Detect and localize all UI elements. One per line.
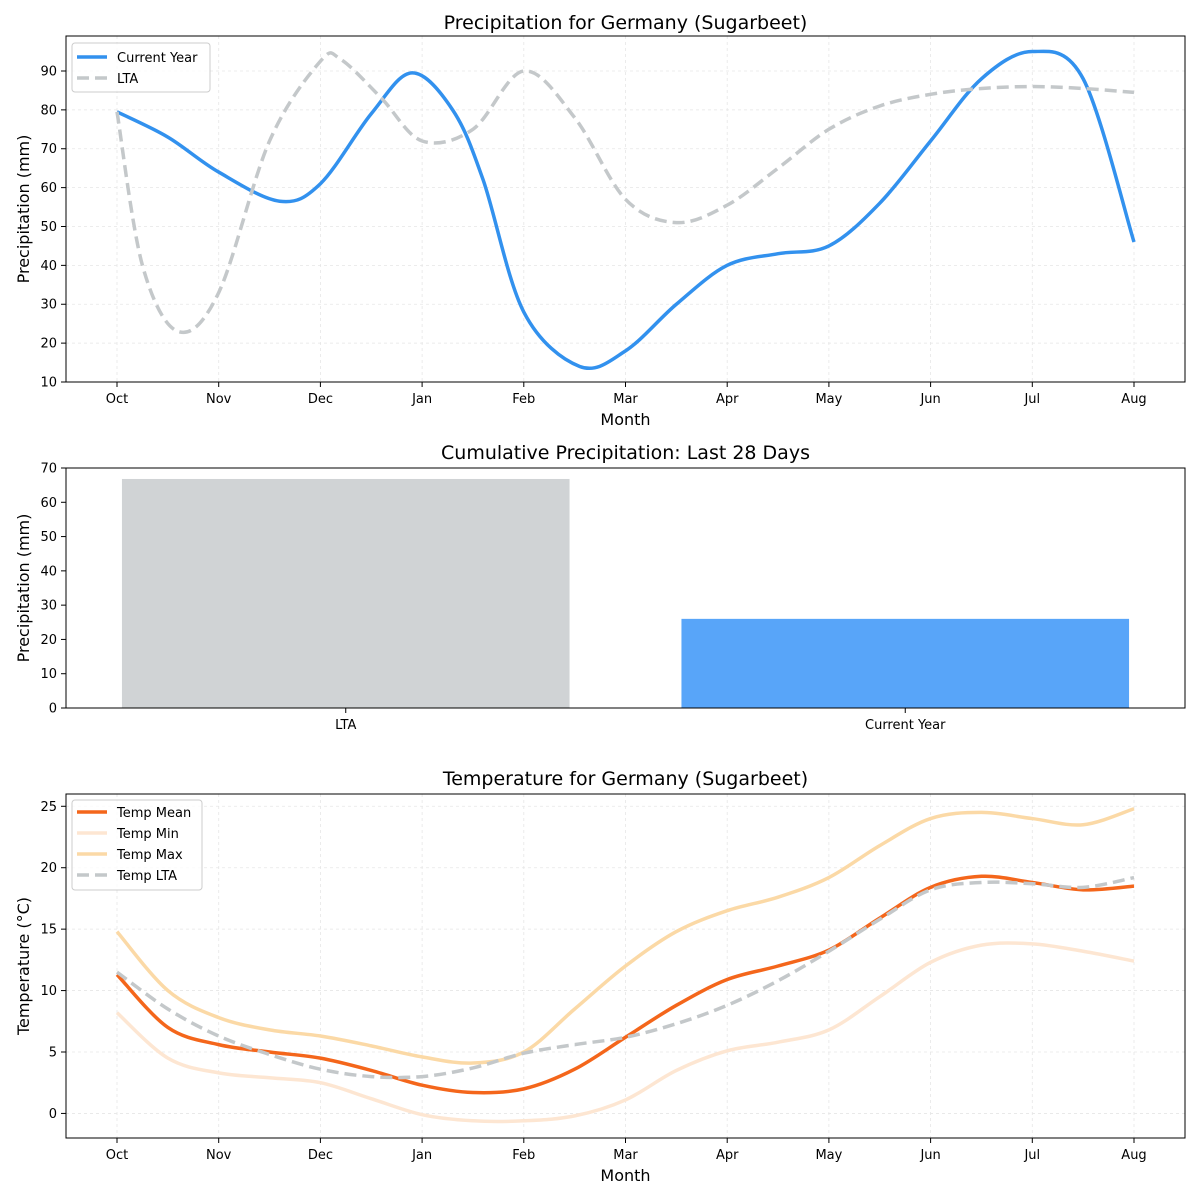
y-tick-label: 60 bbox=[40, 181, 57, 196]
x-tick-label-jan: Jan bbox=[411, 392, 432, 407]
x-tick-label-oct: Oct bbox=[106, 1148, 128, 1163]
y-tick-label: 5 bbox=[49, 1046, 57, 1061]
x-axis-label: Month bbox=[600, 1166, 650, 1185]
y-tick-label: 40 bbox=[40, 564, 57, 579]
x-tick-label-may: May bbox=[815, 392, 842, 407]
legend-label-temp-min: Temp Min bbox=[116, 827, 179, 842]
precipitation-line-chart: Precipitation for Germany (Sugarbeet) Oc… bbox=[14, 12, 1186, 429]
series-line-temp-mean bbox=[115, 874, 1135, 1095]
x-tick-label-feb: Feb bbox=[512, 1148, 535, 1163]
x-tick-label-jul: Jul bbox=[1023, 392, 1040, 407]
x-tick-label-may: May bbox=[815, 1148, 842, 1163]
legend-label-temp-mean: Temp Mean bbox=[116, 806, 191, 821]
x-tick-label-oct: Oct bbox=[106, 392, 128, 407]
bar-lta bbox=[121, 478, 570, 708]
legend: Current Year LTA bbox=[71, 42, 211, 93]
x-tick-label-mar: Mar bbox=[613, 392, 638, 407]
y-tick-label: 60 bbox=[40, 496, 57, 511]
x-tick-label-nov: Nov bbox=[206, 1148, 232, 1163]
chart-title: Cumulative Precipitation: Last 28 Days bbox=[441, 442, 810, 464]
series-line-temp-min bbox=[115, 941, 1135, 1124]
x-tick-label-jun: Jun bbox=[919, 392, 940, 407]
y-tick-label: 20 bbox=[40, 633, 57, 648]
x-tick-label-dec: Dec bbox=[308, 392, 333, 407]
y-tick-label: 90 bbox=[40, 64, 57, 79]
x-tick-label-jul: Jul bbox=[1023, 1148, 1040, 1163]
legend-label-temp-lta: Temp LTA bbox=[116, 869, 177, 884]
legend-label-lta: LTA bbox=[117, 72, 138, 87]
x-tick-label-lta: LTA bbox=[335, 718, 356, 733]
y-tick-label: 15 bbox=[40, 923, 57, 938]
y-tick-label: 70 bbox=[40, 462, 57, 477]
x-tick-label-feb: Feb bbox=[512, 392, 535, 407]
y-tick-label: 20 bbox=[40, 337, 57, 352]
y-tick-label: 30 bbox=[40, 599, 57, 614]
chart-title: Temperature for Germany (Sugarbeet) bbox=[442, 768, 808, 790]
series-line-current-year bbox=[116, 49, 1136, 370]
x-tick-label-dec: Dec bbox=[308, 1148, 333, 1163]
x-tick-label-mar: Mar bbox=[613, 1148, 638, 1163]
x-tick-label-apr: Apr bbox=[716, 392, 739, 407]
x-tick-label-jan: Jan bbox=[411, 1148, 432, 1163]
y-tick-label: 70 bbox=[40, 142, 57, 157]
legend-label-temp-max: Temp Max bbox=[116, 848, 183, 863]
y-tick-label: 20 bbox=[40, 861, 57, 876]
x-tick-label-jun: Jun bbox=[919, 1148, 940, 1163]
x-tick-label-nov: Nov bbox=[206, 392, 232, 407]
x-tick-label-current-year: Current Year bbox=[865, 718, 946, 733]
series-line-lta bbox=[115, 51, 1135, 335]
y-tick-label: 0 bbox=[49, 702, 57, 717]
plot-frame bbox=[65, 467, 1186, 709]
y-tick-label: 25 bbox=[40, 800, 57, 815]
x-tick-label-aug: Aug bbox=[1121, 392, 1146, 407]
y-tick-label: 10 bbox=[40, 984, 57, 999]
cumulative-precipitation-bar-chart: Cumulative Precipitation: Last 28 Days L… bbox=[14, 442, 1186, 733]
y-tick-label: 10 bbox=[40, 376, 57, 391]
x-axis-label: Month bbox=[600, 410, 650, 429]
bar-current-year bbox=[681, 618, 1130, 708]
x-tick-label-aug: Aug bbox=[1121, 1148, 1146, 1163]
legend-label-current-year: Current Year bbox=[117, 51, 198, 66]
temperature-line-chart: Temperature for Germany (Sugarbeet) Oct N… bbox=[14, 768, 1186, 1185]
chart-title: Precipitation for Germany (Sugarbeet) bbox=[444, 12, 808, 34]
y-tick-label: 80 bbox=[40, 103, 57, 118]
legend: Temp Mean Temp Min Temp Max Temp LTA bbox=[71, 799, 203, 891]
series-line-temp-max bbox=[115, 807, 1135, 1065]
y-tick-label: 50 bbox=[40, 220, 57, 235]
y-tick-label: 50 bbox=[40, 530, 57, 545]
series-line-temp-lta bbox=[115, 875, 1135, 1080]
y-axis-label: Precipitation (mm) bbox=[14, 135, 33, 284]
y-tick-label: 30 bbox=[40, 298, 57, 313]
y-tick-label: 40 bbox=[40, 259, 57, 274]
y-axis-label: Temperature (°C) bbox=[14, 897, 33, 1036]
x-tick-label-apr: Apr bbox=[716, 1148, 739, 1163]
y-tick-label: 0 bbox=[49, 1107, 57, 1122]
y-axis-label: Precipitation (mm) bbox=[14, 514, 33, 663]
y-tick-label: 10 bbox=[40, 667, 57, 682]
